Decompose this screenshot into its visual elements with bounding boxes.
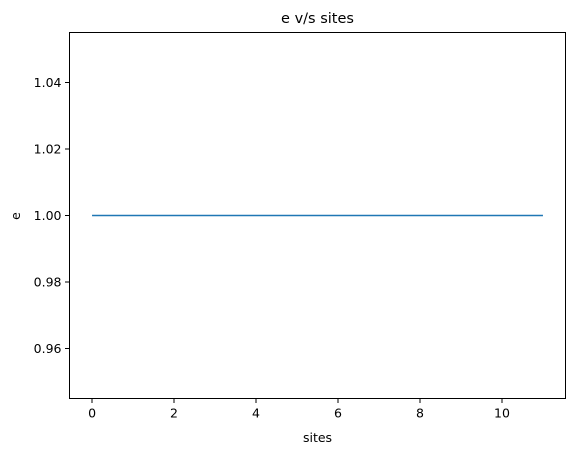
y-tick-label: 1.04	[34, 75, 62, 90]
y-tick-label: 1.02	[34, 141, 62, 156]
chart-title: e v/s sites	[281, 11, 354, 27]
y-tick-label: 0.96	[34, 341, 62, 356]
y-axis: 0.96 0.98 1.00 1.02 1.04	[34, 75, 70, 356]
y-axis-label: e	[8, 212, 23, 220]
x-tick-label: 6	[334, 406, 342, 421]
y-tick-label: 1.00	[34, 208, 62, 223]
x-tick-label: 4	[252, 406, 260, 421]
x-axis: 0 2 4 6 8 10	[88, 398, 510, 421]
x-tick-label: 0	[88, 406, 96, 421]
x-tick-label: 8	[416, 406, 424, 421]
y-tick-label: 0.98	[34, 275, 62, 290]
x-axis-label: sites	[303, 430, 332, 445]
x-tick-label: 10	[494, 406, 510, 421]
x-tick-label: 2	[170, 406, 178, 421]
